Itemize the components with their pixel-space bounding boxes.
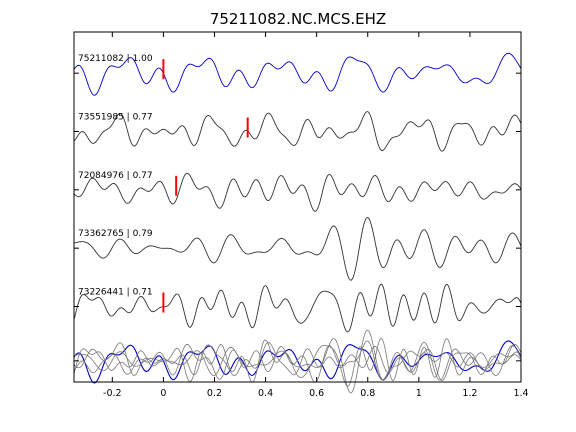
trace-label: 72084976 | 0.77: [78, 171, 153, 181]
x-axis-ticks: -0.2 0 0.2 0.4 0.6 0.8 1 1.2 1.4: [103, 32, 529, 399]
trace-label: 73226441 | 0.71: [78, 288, 153, 298]
axes-frame: [73, 31, 522, 383]
chart-title: 75211082.NC.MCS.EHZ: [210, 10, 386, 28]
x-tick-label: 1.4: [513, 388, 528, 399]
trace-label: 73551985 | 0.77: [78, 113, 153, 123]
x-tick-label: -0.2: [103, 388, 122, 399]
waveform-trace: [73, 217, 522, 281]
x-tick-label: 0.8: [360, 388, 375, 399]
overlay-trace: [73, 337, 522, 387]
overlay-group: [73, 329, 522, 394]
waveform-trace: [73, 283, 522, 333]
trace-label: 73362765 | 0.79: [78, 229, 153, 239]
y-axis-ticks: [74, 72, 521, 362]
overlay-trace: [73, 329, 522, 394]
x-tick-label: 0.4: [258, 388, 273, 399]
picks-group: [162, 59, 249, 313]
waveform-trace: [73, 111, 522, 152]
traces-group: [73, 52, 522, 333]
x-tick-label: 1: [416, 388, 422, 399]
trace-labels-group: 75211082 | 1.00 73551985 | 0.77 72084976 |…: [78, 54, 153, 297]
x-tick-label: 0: [160, 388, 166, 399]
x-tick-label: 1.2: [462, 388, 477, 399]
x-tick-label: 0.2: [207, 388, 222, 399]
x-tick-label: 0.6: [309, 388, 324, 399]
waveform-trace: [73, 172, 522, 212]
trace-label: 75211082 | 1.00: [78, 54, 153, 64]
waveform-trace: [73, 52, 522, 96]
